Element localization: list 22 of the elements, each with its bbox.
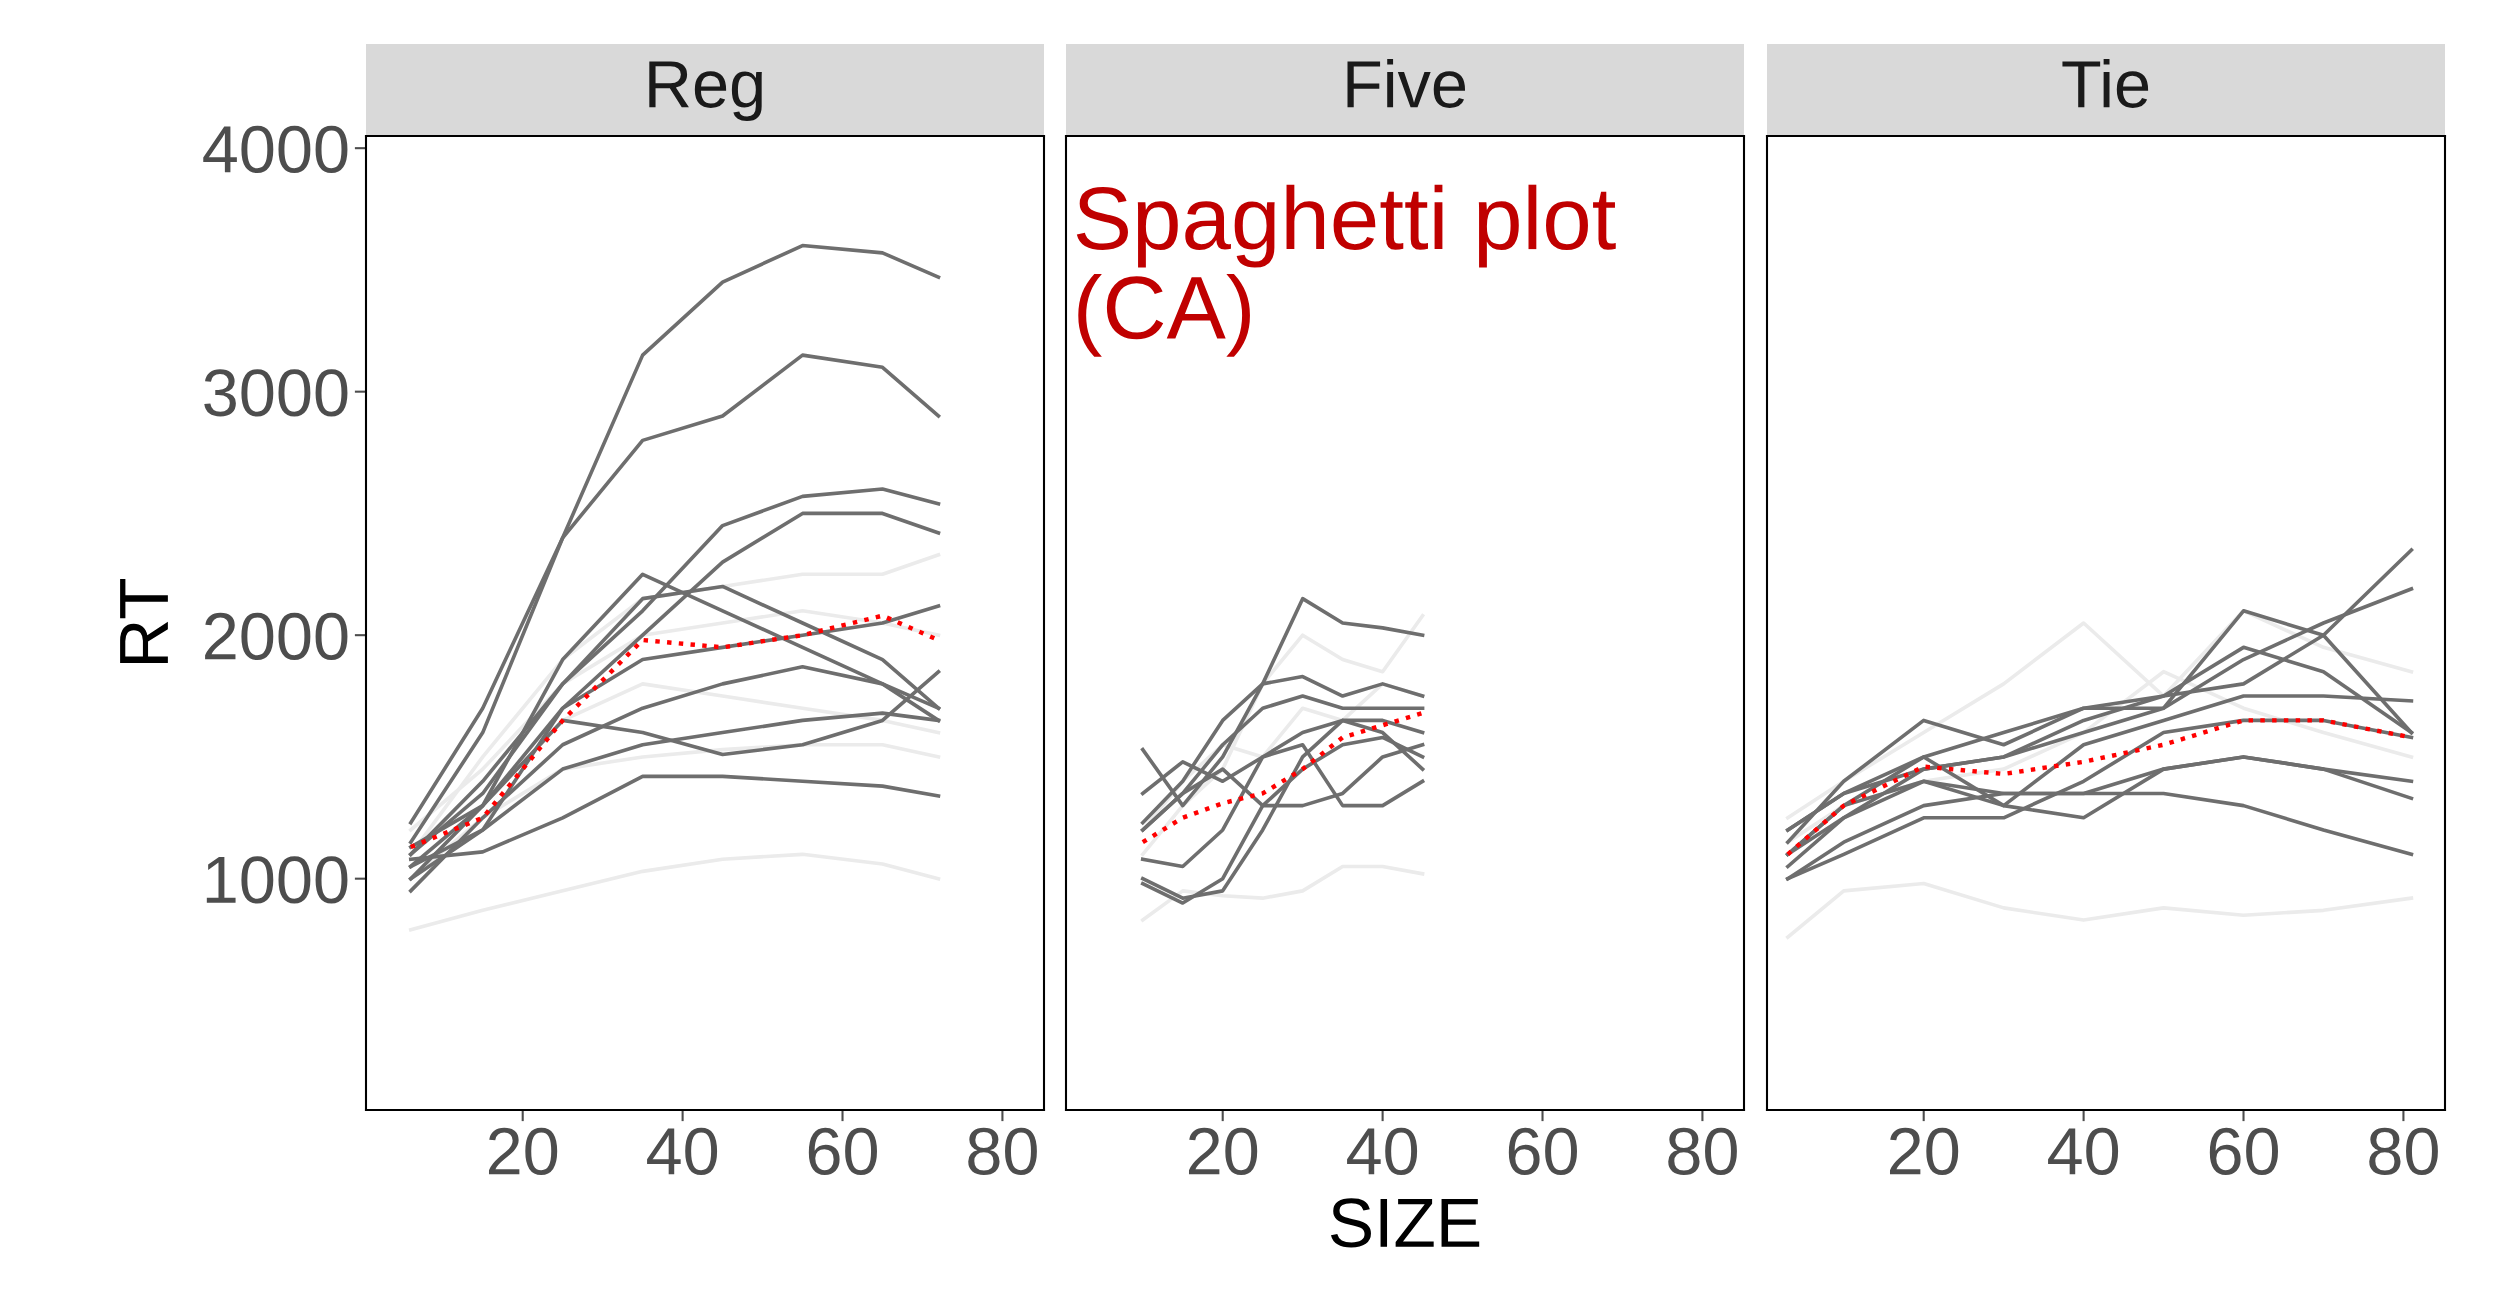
x-tick-label: 20 [1889, 1127, 1959, 1175]
x-tick-label: 20 [488, 1127, 558, 1175]
x-tick-label: 40 [1347, 1127, 1418, 1175]
x-tick-label: 60 [2209, 1127, 2278, 1175]
x-tick-label: 20 [1188, 1127, 1258, 1175]
y-tick-label: 3000 [204, 369, 348, 417]
x-tick-label: 40 [647, 1127, 718, 1175]
x-tick-label: 60 [808, 1127, 877, 1175]
x-tick-label: 80 [968, 1127, 1037, 1175]
x-tick-label: 40 [2048, 1127, 2119, 1175]
x-tick-label: 60 [1508, 1127, 1577, 1175]
y-tick-label: 1000 [206, 856, 348, 904]
y-tick-label: 4000 [203, 125, 348, 173]
chart-title: Tie [2062, 58, 2149, 108]
x-tick-label: 80 [2369, 1127, 2438, 1175]
chart-title: Reg [649, 61, 762, 122]
chart-title: Five [1347, 58, 1466, 108]
x-tick-label: 80 [1668, 1127, 1737, 1175]
x-axis-title: SIZE [1330, 1198, 1480, 1248]
annotation: Spaghetti plot (CA) [1076, 184, 1616, 357]
y-tick-label: 2000 [205, 612, 348, 660]
y-axis-title: RT [120, 578, 168, 663]
